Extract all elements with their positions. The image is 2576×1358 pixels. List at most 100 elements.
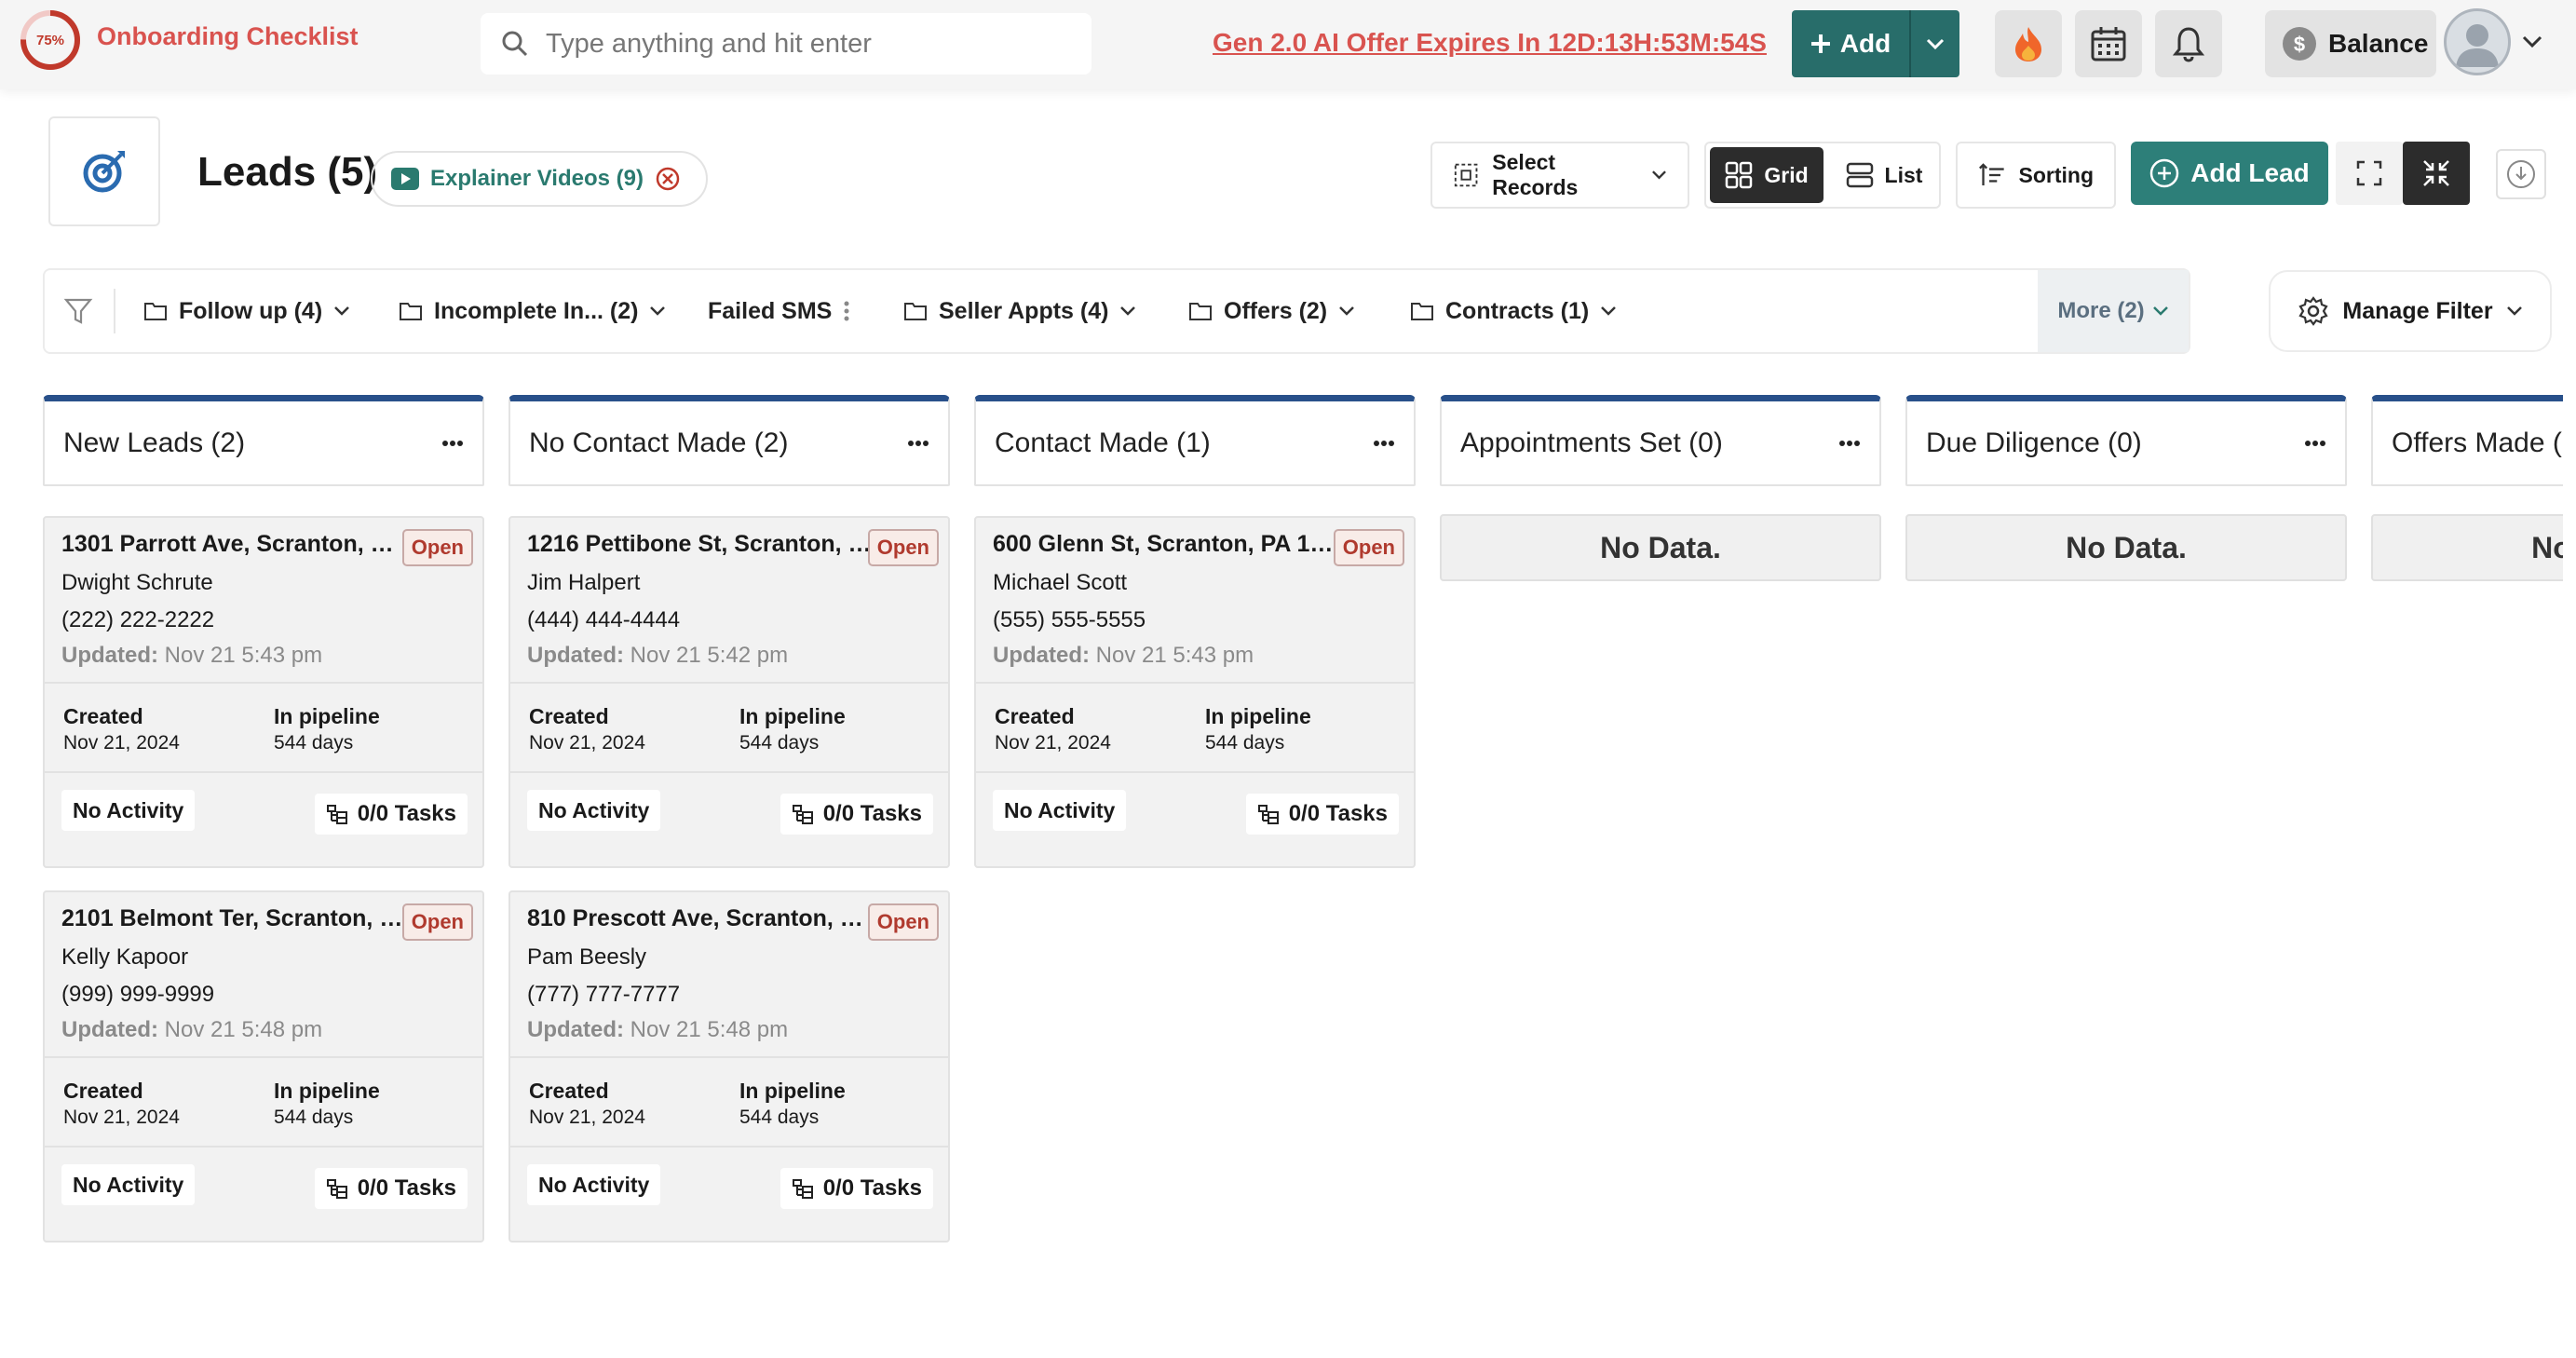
folder-icon [400, 303, 422, 320]
filter-tab-failed-sms[interactable]: Failed SMS [708, 268, 850, 354]
tasks-icon [1257, 805, 1279, 824]
filter-tab-seller-appts[interactable]: Seller Appts (4) [903, 268, 1136, 354]
filter-tab-incomplete[interactable]: Incomplete In... (2) [399, 268, 666, 354]
add-dropdown-toggle[interactable] [1909, 10, 1959, 77]
lead-phone[interactable]: (222) 222-2222 [61, 607, 215, 632]
compress-button[interactable] [2403, 142, 2470, 205]
chevron-down-icon [2506, 306, 2522, 316]
lead-card[interactable]: 810 Prescott Ave, Scranton, PA 18505Open… [508, 890, 950, 1243]
tasks-button[interactable]: 0/0 Tasks [780, 794, 933, 835]
created-value: Nov 21, 2024 [995, 732, 1111, 754]
user-avatar[interactable] [2444, 8, 2511, 75]
filter-tab-contracts[interactable]: Contracts (1) [1410, 268, 1617, 354]
filter-tab-follow-up[interactable]: Follow up (4) [143, 268, 350, 354]
close-icon[interactable] [655, 166, 681, 192]
offer-countdown-link[interactable]: Gen 2.0 AI Offer Expires In 12D:13H:53M:… [1213, 28, 1767, 57]
activity-status: No Activity [527, 1164, 661, 1205]
balance-button[interactable]: $ Balance [2265, 10, 2436, 77]
tasks-button[interactable]: 0/0 Tasks [314, 1168, 468, 1209]
search-placeholder: Type anything and hit enter [546, 28, 872, 59]
lead-phone[interactable]: (777) 777-7777 [527, 982, 681, 1007]
onboarding-progress-ring[interactable] [19, 8, 82, 72]
tasks-button[interactable]: 0/0 Tasks [314, 794, 468, 835]
lead-phone[interactable]: (555) 555-5555 [993, 607, 1146, 632]
filter-tab-label: Seller Appts (4) [939, 297, 1109, 324]
chevron-down-icon [1652, 170, 1666, 180]
expand-icon [2356, 160, 2382, 186]
explainer-videos-label: Explainer Videos (9) [430, 166, 644, 191]
tasks-button[interactable]: 0/0 Tasks [1245, 794, 1399, 835]
no-data-placeholder: No Data. [1905, 514, 2347, 581]
column-menu-button[interactable] [2304, 440, 2326, 447]
plus-icon [1810, 34, 1830, 53]
status-badge: Open [401, 903, 473, 941]
column-header: Offers Made (0) [2371, 395, 2563, 486]
list-label: List [1884, 162, 1923, 187]
grid-view-button[interactable]: Grid [1710, 147, 1824, 203]
card-divider [976, 771, 1414, 773]
lead-card[interactable]: 2101 Belmont Ter, Scranton, PA 18505Open… [43, 890, 484, 1243]
top-bar [0, 0, 2576, 89]
filter-button[interactable] [63, 296, 93, 326]
calendar-button[interactable] [2075, 10, 2142, 77]
search-icon [502, 31, 528, 57]
fire-button[interactable] [1995, 10, 2062, 77]
column-title: Offers Made (0) [2392, 427, 2563, 458]
list-icon [1846, 162, 1873, 188]
filter-tab-label: Failed SMS [708, 297, 833, 324]
lead-name: Kelly Kapoor [61, 944, 189, 970]
select-records-button[interactable]: Select Records [1430, 142, 1689, 209]
lead-address[interactable]: 1216 Pettibone St, Scranton, PA 18505 [527, 531, 872, 557]
download-button[interactable] [2496, 149, 2546, 199]
column-header: No Contact Made (2) [508, 395, 950, 486]
account-menu-toggle[interactable] [2522, 35, 2542, 48]
sorting-button[interactable]: Sorting [1956, 142, 2116, 209]
lead-address[interactable]: 2101 Belmont Ter, Scranton, PA 18505 [61, 905, 406, 931]
updated-value: Nov 21 5:43 pm [158, 643, 323, 668]
filter-tab-offers[interactable]: Offers (2) [1188, 268, 1355, 354]
more-vertical-icon[interactable] [843, 300, 850, 322]
explainer-videos-chip[interactable]: Explainer Videos (9) [371, 151, 708, 207]
more-horizontal-icon [442, 440, 463, 446]
column-menu-button[interactable] [1373, 440, 1395, 447]
list-view-button[interactable]: List [1833, 147, 1935, 203]
lead-address[interactable]: 600 Glenn St, Scranton, PA 18505 [993, 531, 1337, 557]
expand-button[interactable] [2336, 142, 2403, 205]
tasks-label: 0/0 Tasks [822, 1175, 922, 1201]
created-label: Created [529, 1079, 609, 1103]
lead-updated: Updated: Nov 21 5:43 pm [61, 643, 322, 669]
chevron-down-icon [650, 306, 666, 316]
lead-address[interactable]: 810 Prescott Ave, Scranton, PA 18505 [527, 905, 872, 931]
pipeline-value: 544 days [1205, 732, 1285, 754]
column-menu-button[interactable] [441, 440, 464, 447]
card-divider [45, 1146, 482, 1148]
folder-icon [904, 303, 927, 320]
column-header: Due Diligence (0) [1905, 395, 2347, 486]
lead-phone[interactable]: (444) 444-4444 [527, 607, 681, 632]
add-circle-icon [2149, 158, 2179, 188]
tasks-label: 0/0 Tasks [1288, 801, 1388, 826]
lead-phone[interactable]: (999) 999-9999 [61, 982, 215, 1007]
add-lead-button[interactable]: Add Lead [2131, 142, 2328, 205]
tasks-icon [792, 1179, 813, 1199]
tasks-button[interactable]: 0/0 Tasks [780, 1168, 933, 1209]
manage-filter-button[interactable]: Manage Filter [2269, 270, 2552, 352]
onboarding-checklist-link[interactable]: Onboarding Checklist [97, 22, 359, 50]
add-button[interactable]: Add [1792, 10, 1909, 77]
search-input[interactable]: Type anything and hit enter [481, 13, 1091, 75]
column-menu-button[interactable] [1838, 440, 1861, 447]
folder-icon [1411, 303, 1433, 320]
tasks-icon [326, 1179, 347, 1199]
bell-icon [2173, 27, 2204, 62]
target-icon [83, 151, 125, 193]
pipeline-value: 544 days [739, 1107, 820, 1128]
lead-card[interactable]: 600 Glenn St, Scranton, PA 18505 Open Mich… [974, 516, 1416, 868]
lead-card[interactable]: 1301 Parrott Ave, Scranton, PA 18505Open… [43, 516, 484, 868]
column-menu-button[interactable] [907, 440, 929, 447]
lead-address[interactable]: 1301 Parrott Ave, Scranton, PA 18505 [61, 531, 406, 557]
lead-card[interactable]: 1216 Pettibone St, Scranton, PA 18505Ope… [508, 516, 950, 868]
notifications-button[interactable] [2155, 10, 2222, 77]
pipeline-value: 544 days [274, 1107, 354, 1128]
more-filters-button[interactable]: More (2) [2038, 270, 2189, 352]
lead-name: Michael Scott [993, 570, 1128, 595]
